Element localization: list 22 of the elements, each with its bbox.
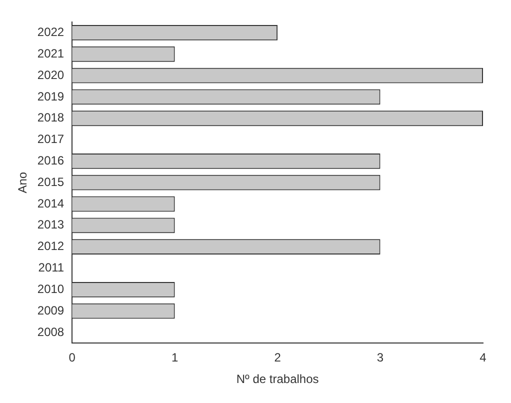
x-tick-label: 4 [480, 350, 487, 365]
y-tick-label: 2008 [37, 324, 64, 339]
x-tick-label: 3 [376, 350, 384, 365]
y-tick-label: 2016 [37, 154, 64, 168]
y-tick-label: 2022 [37, 25, 64, 40]
x-axis-title: Nº de trabalhos [236, 372, 319, 386]
y-tick-label: 2021 [37, 46, 64, 60]
y-tick-label: 2013 [37, 218, 64, 232]
x-tick-label: 1 [171, 350, 178, 365]
y-tick-label: 2009 [37, 303, 64, 318]
y-axis-title: Ano [16, 172, 30, 194]
y-tick-label: 2014 [37, 196, 64, 210]
y-tick-label: 2011 [38, 260, 64, 275]
y-tick-label: 2020 [37, 68, 64, 82]
y-tick-label: 2012 [37, 239, 64, 254]
y-tick-label: 2015 [37, 174, 64, 189]
y-tick-label: 2019 [37, 89, 64, 104]
y-tick-label: 2018 [37, 110, 64, 125]
y-tick-label: 2017 [37, 132, 64, 146]
x-tick-label: 0 [68, 350, 76, 365]
y-tick-label: 2010 [37, 282, 64, 296]
x-tick-label: 2 [274, 350, 282, 365]
